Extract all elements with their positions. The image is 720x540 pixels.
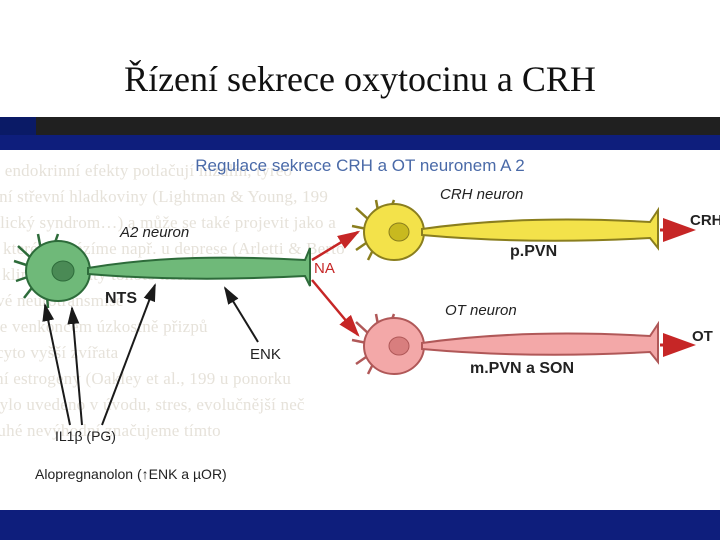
arrow-il1b-a2-1	[45, 305, 70, 425]
label-mpvn-son: m.PVN a SON	[470, 360, 574, 378]
diagram-panel: istní endokrinní efekty potlačují inzulí…	[0, 150, 720, 510]
arrow-enk-axon	[225, 288, 258, 342]
label-crh: CRH	[690, 212, 720, 229]
arrow-na-crh	[312, 232, 358, 260]
label-ppvn: p.PVN	[510, 243, 557, 261]
main-title: Řízení sekrece oxytocinu a CRH	[124, 58, 596, 100]
label-ot-neuron: OT neuron	[445, 302, 517, 319]
label-ot: OT	[692, 328, 713, 345]
label-na: NA	[314, 260, 335, 277]
arrow-na-ot	[312, 280, 358, 335]
label-alopregnanolon: Alopregnanolon (↑ENK a µOR)	[35, 466, 227, 482]
label-a2neuron: A2 neuron	[120, 224, 189, 241]
slide-root: Řízení sekrece oxytocinu a CRH istní end…	[0, 0, 720, 540]
title-bar: Řízení sekrece oxytocinu a CRH	[0, 0, 720, 135]
label-crh-neuron: CRH neuron	[440, 186, 523, 203]
label-nts: NTS	[105, 290, 137, 308]
label-enk: ENK	[250, 346, 281, 363]
arrow-il1b-a2-2	[72, 308, 82, 425]
label-il1b: IL1β (PG)	[55, 428, 116, 444]
arrows-layer	[0, 150, 720, 510]
